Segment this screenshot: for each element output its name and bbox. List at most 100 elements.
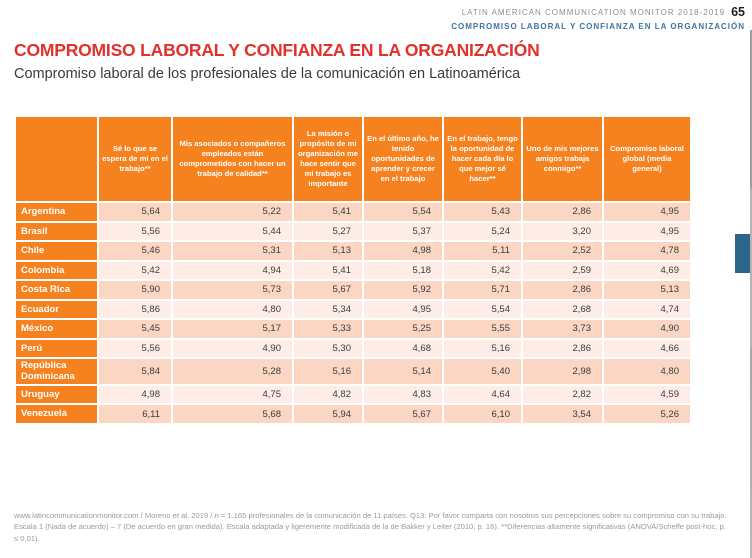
page-number: 65: [731, 5, 745, 19]
value-cell: 5,41: [294, 261, 362, 279]
value-cell: 4,68: [364, 339, 442, 357]
value-cell: 4,98: [99, 385, 171, 404]
country-cell: Costa Rica: [16, 281, 97, 299]
table-row: Uruguay 4,98 4,75 4,82 4,83 4,64 2,82 4,59: [16, 385, 690, 404]
value-cell: 5,26: [604, 405, 690, 423]
value-cell: 5,67: [364, 405, 442, 423]
running-header-section: COMPROMISO LABORAL Y CONFIANZA EN LA ORG…: [451, 22, 745, 31]
data-table: Sé lo que se espera de mí en el trabajo*…: [14, 115, 692, 425]
column-header: Compromiso laboral global (media general…: [604, 117, 690, 201]
table-row: Brasil 5,56 5,44 5,27 5,37 5,24 3,20 4,95: [16, 222, 690, 240]
value-cell: 5,13: [604, 281, 690, 299]
value-cell: 4,66: [604, 339, 690, 357]
value-cell: 5,56: [99, 222, 171, 240]
column-header: En el trabajo, tengo la oportunidad de h…: [444, 117, 521, 201]
column-header: En el último año, he tenido oportunidade…: [364, 117, 442, 201]
value-cell: 5,11: [444, 242, 521, 260]
section-tab: [735, 234, 750, 273]
value-cell: 5,33: [294, 320, 362, 338]
value-cell: 2,98: [523, 359, 602, 384]
table-row: República Dominicana 5,84 5,28 5,16 5,14 5,40…: [16, 359, 690, 384]
value-cell: 6,10: [444, 405, 521, 423]
table-row: Costa Rica 5,90 5,73 5,67 5,92 5,71 2,86 5,13: [16, 281, 690, 299]
value-cell: 5,22: [173, 203, 292, 221]
country-cell: Ecuador: [16, 300, 97, 318]
value-cell: 5,37: [364, 222, 442, 240]
column-header-country: [16, 117, 97, 201]
value-cell: 5,17: [173, 320, 292, 338]
column-header: Mis asociados o compañeros empleados est…: [173, 117, 292, 201]
value-cell: 5,42: [99, 261, 171, 279]
table-row: Ecuador 5,86 4,80 5,34 4,95 5,54 2,68 4,74: [16, 300, 690, 318]
value-cell: 4,59: [604, 385, 690, 404]
country-cell: México: [16, 320, 97, 338]
value-cell: 4,95: [364, 300, 442, 318]
value-cell: 2,68: [523, 300, 602, 318]
value-cell: 4,90: [173, 339, 292, 357]
value-cell: 5,44: [173, 222, 292, 240]
value-cell: 5,18: [364, 261, 442, 279]
value-cell: 4,80: [604, 359, 690, 384]
value-cell: 2,86: [523, 339, 602, 357]
value-cell: 4,94: [173, 261, 292, 279]
value-cell: 5,54: [364, 203, 442, 221]
value-cell: 4,83: [364, 385, 442, 404]
value-cell: 2,86: [523, 203, 602, 221]
value-cell: 5,64: [99, 203, 171, 221]
value-cell: 2,86: [523, 281, 602, 299]
country-cell: Colombia: [16, 261, 97, 279]
value-cell: 5,45: [99, 320, 171, 338]
table-row: México 5,45 5,17 5,33 5,25 5,55 3,73 4,90: [16, 320, 690, 338]
value-cell: 4,95: [604, 222, 690, 240]
value-cell: 4,69: [604, 261, 690, 279]
value-cell: 5,68: [173, 405, 292, 423]
value-cell: 2,52: [523, 242, 602, 260]
country-cell: Uruguay: [16, 385, 97, 404]
value-cell: 2,82: [523, 385, 602, 404]
table-row: Chile 5,46 5,31 5,13 4,98 5,11 2,52 4,78: [16, 242, 690, 260]
value-cell: 5,46: [99, 242, 171, 260]
value-cell: 3,73: [523, 320, 602, 338]
monitor-title: LATIN AMERICAN COMMUNICATION MONITOR 201…: [461, 8, 726, 17]
page-title: COMPROMISO LABORAL Y CONFIANZA EN LA ORG…: [14, 40, 540, 60]
value-cell: 4,64: [444, 385, 521, 404]
value-cell: 5,40: [444, 359, 521, 384]
value-cell: 5,92: [364, 281, 442, 299]
page-subtitle: Compromiso laboral de los profesionales …: [14, 66, 521, 82]
value-cell: 4,82: [294, 385, 362, 404]
value-cell: 4,80: [173, 300, 292, 318]
value-cell: 5,34: [294, 300, 362, 318]
column-header: Uno de mis mejores amigos trabaja conmig…: [523, 117, 602, 201]
value-cell: 5,86: [99, 300, 171, 318]
value-cell: 5,41: [294, 203, 362, 221]
value-cell: 5,71: [444, 281, 521, 299]
header-row: Sé lo que se espera de mí en el trabajo*…: [16, 117, 690, 201]
page-edge-line: [750, 30, 752, 558]
value-cell: 5,43: [444, 203, 521, 221]
value-cell: 5,67: [294, 281, 362, 299]
table-row: Perú 5,56 4,90 5,30 4,68 5,16 2,86 4,66: [16, 339, 690, 357]
value-cell: 5,73: [173, 281, 292, 299]
value-cell: 5,56: [99, 339, 171, 357]
value-cell: 5,24: [444, 222, 521, 240]
country-cell: Perú: [16, 339, 97, 357]
running-header-title: LATIN AMERICAN COMMUNICATION MONITOR 201…: [451, 5, 745, 19]
table-body: Argentina 5,64 5,22 5,41 5,54 5,43 2,86 4,95 Bra…: [16, 203, 690, 423]
value-cell: 4,95: [604, 203, 690, 221]
value-cell: 6,11: [99, 405, 171, 423]
table-row: Argentina 5,64 5,22 5,41 5,54 5,43 2,86 4,95: [16, 203, 690, 221]
country-cell: Venezuela: [16, 405, 97, 423]
value-cell: 5,13: [294, 242, 362, 260]
table-row: Colombia 5,42 4,94 5,41 5,18 5,42 2,59 4,69: [16, 261, 690, 279]
column-header: La misión o propósito de mi organización…: [294, 117, 362, 201]
value-cell: 5,27: [294, 222, 362, 240]
footnote: www.latincommunicationmonitor.com / More…: [14, 510, 727, 544]
value-cell: 5,55: [444, 320, 521, 338]
country-cell: Chile: [16, 242, 97, 260]
value-cell: 4,78: [604, 242, 690, 260]
value-cell: 3,20: [523, 222, 602, 240]
running-header: LATIN AMERICAN COMMUNICATION MONITOR 201…: [451, 5, 745, 31]
value-cell: 5,25: [364, 320, 442, 338]
value-cell: 5,84: [99, 359, 171, 384]
value-cell: 4,98: [364, 242, 442, 260]
